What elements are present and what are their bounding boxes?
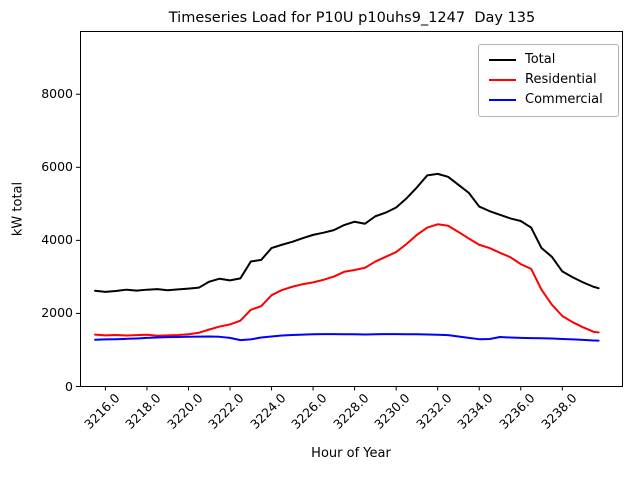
y-tick-label: 8000	[41, 86, 73, 102]
commercial-line-swatch	[489, 99, 516, 101]
axes-frame	[80, 31, 623, 387]
chart-title: Timeseries Load for P10U p10uhs9_1247 Da…	[168, 10, 536, 26]
legend-item-total: Total	[489, 50, 618, 70]
total-line-swatch	[489, 59, 516, 61]
y-axis-label: kW total	[10, 181, 26, 237]
residential-line-swatch	[489, 79, 516, 81]
legend-item-residential: Residential	[489, 70, 618, 90]
y-tick-label: 6000	[41, 159, 73, 175]
legend-label: Total	[525, 52, 556, 67]
y-tick-label: 4000	[41, 232, 73, 248]
residential-line	[94, 223, 600, 337]
y-tick-label: 0	[65, 378, 73, 394]
legend-item-commercial: Commercial	[489, 90, 618, 110]
y-tick-label: 2000	[41, 305, 73, 321]
legend: Total Residential Commercial	[478, 44, 619, 117]
legend-label: Commercial	[525, 92, 603, 107]
x-axis-label: Hour of Year	[311, 446, 391, 461]
legend-label: Residential	[525, 72, 597, 87]
total-line	[94, 172, 600, 293]
commercial-line	[94, 333, 600, 342]
